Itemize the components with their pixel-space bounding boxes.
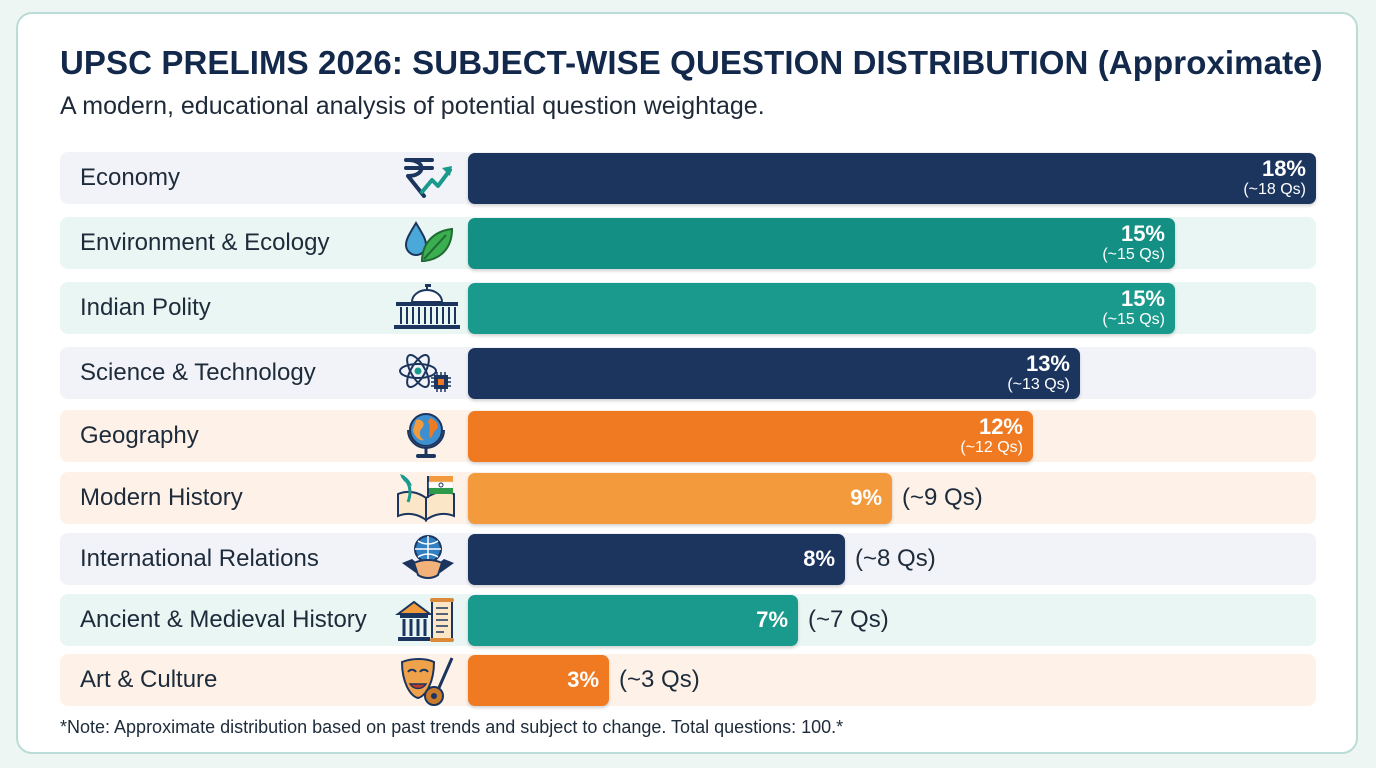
questions-label: (~7 Qs) [808,606,889,633]
questions-label: (~18 Qs) [1243,181,1306,198]
percent-label: 9% [850,485,882,510]
category-label: International Relations [80,545,319,572]
handshake-globe-icon [398,533,458,590]
chart-subtitle: A modern, educational analysis of potent… [60,92,765,120]
questions-label: (~8 Qs) [855,545,936,572]
bar [468,153,1316,204]
percent-label: 13% [1025,351,1070,376]
questions-label: (~15 Qs) [1102,311,1165,328]
questions-label: (~3 Qs) [619,666,700,693]
bar [468,411,1033,462]
bar [468,595,798,646]
category-label: Geography [80,422,199,449]
questions-label: (~12 Qs) [960,439,1023,456]
category-label: Modern History [80,484,243,511]
category-label: Indian Polity [80,294,211,321]
bar [468,473,892,524]
bar [468,218,1175,269]
parliament-icon [392,282,462,337]
bar [468,534,845,585]
bar [468,655,609,706]
percent-label: 12% [978,414,1023,439]
questions-label: (~15 Qs) [1102,246,1165,263]
bar [468,348,1080,399]
percent-label: 18% [1261,156,1306,181]
category-label: Economy [80,164,181,191]
percent-label: 3% [567,667,599,692]
bar [468,283,1175,334]
category-label: Environment & Ecology [80,229,330,256]
category-label: Ancient & Medieval History [80,606,367,633]
questions-label: (~9 Qs) [902,484,983,511]
percent-label: 8% [803,546,835,571]
chart-title: UPSC PRELIMS 2026: SUBJECT-WISE QUESTION… [60,44,1323,81]
percent-label: 7% [756,607,788,632]
percent-label: 15% [1120,286,1165,311]
questions-label: (~13 Qs) [1007,376,1070,393]
category-label: Art & Culture [80,666,218,693]
footnote: *Note: Approximate distribution based on… [60,717,844,737]
rupee-growth-icon [398,152,454,207]
row-background [60,654,1316,706]
mask-sitar-icon [396,654,458,713]
percent-label: 15% [1120,221,1165,246]
globe-icon [402,410,452,467]
category-label: Science & Technology [80,359,316,386]
atom-chip-icon [396,347,456,402]
book-flag-icon [394,472,460,529]
temple-scroll-icon [394,594,456,651]
water-leaf-icon [400,217,456,272]
